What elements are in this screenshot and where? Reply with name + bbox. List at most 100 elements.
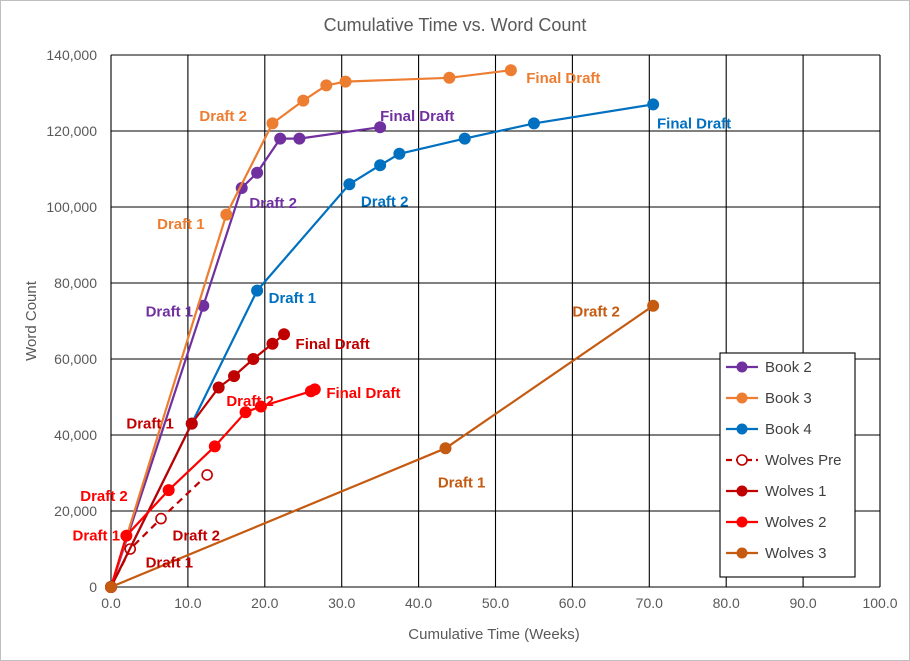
- x-axis-title: Cumulative Time (Weeks): [408, 626, 579, 643]
- series-wolves-3: [105, 299, 660, 593]
- data-point: [647, 299, 660, 312]
- annotation-label: Final Draft: [326, 385, 400, 402]
- data-point: [374, 121, 387, 134]
- legend-marker: [736, 547, 748, 559]
- data-point: [120, 529, 133, 542]
- annotation-label: Draft 1: [146, 304, 194, 321]
- data-point: [155, 512, 167, 525]
- data-point: [251, 284, 264, 297]
- data-point: [527, 117, 540, 130]
- x-tick-label: 40.0: [405, 595, 432, 611]
- x-tick-label: 100.0: [862, 595, 897, 611]
- x-tick-labels: 0.0 10.0 20.0 30.0 40.0 50.0 60.0 70.0 80.0 90.0 1…: [101, 595, 897, 611]
- series-book-4: [105, 98, 660, 593]
- annotation-label: Draft 2: [361, 193, 409, 210]
- x-tick-label: 90.0: [789, 595, 816, 611]
- annotation-label: Draft 2: [226, 393, 274, 410]
- data-point: [266, 337, 279, 350]
- data-point: [105, 581, 117, 593]
- x-tick-label: 10.0: [174, 595, 201, 611]
- data-point: [247, 353, 260, 365]
- data-point: [320, 79, 333, 92]
- data-point: [228, 370, 241, 383]
- legend-item: Wolves 1: [726, 483, 826, 500]
- data-point: [647, 98, 660, 111]
- chart-title: Cumulative Time vs. Word Count: [324, 15, 587, 35]
- data-point: [201, 469, 213, 481]
- series-layer: [105, 64, 660, 593]
- legend-item: Book 2: [726, 359, 812, 376]
- legend-label: Book 4: [765, 421, 812, 438]
- legend-item: Book 3: [726, 390, 812, 407]
- annotation-label: Draft 2: [249, 195, 297, 212]
- data-point: [185, 417, 198, 430]
- data-point: [212, 381, 225, 394]
- legend-marker: [736, 361, 748, 373]
- annotation-label: Draft 2: [199, 108, 247, 125]
- series-line: [110, 474, 208, 588]
- y-axis-title: Word Count: [23, 280, 40, 361]
- data-point: [274, 132, 287, 145]
- y-tick-label: 140,000: [46, 47, 97, 63]
- x-tick-label: 80.0: [713, 595, 740, 611]
- data-point: [439, 442, 452, 455]
- data-point: [266, 117, 279, 130]
- data-point: [251, 166, 264, 179]
- annotation-label: Draft 1: [146, 554, 194, 571]
- y-tick-label: 20,000: [54, 503, 97, 519]
- x-tick-label: 50.0: [482, 595, 509, 611]
- legend-label: Book 2: [765, 359, 812, 376]
- annotation-label: Final Draft: [296, 336, 370, 353]
- data-point: [374, 159, 387, 172]
- legend-label: Book 3: [765, 390, 812, 407]
- y-tick-label: 80,000: [54, 275, 97, 291]
- data-point: [293, 132, 306, 145]
- data-point: [297, 94, 310, 107]
- legend-marker: [736, 454, 748, 466]
- series-line: [110, 333, 285, 588]
- y-tick-label: 0: [89, 579, 97, 595]
- legend-label: Wolves 2: [765, 514, 826, 531]
- data-point: [343, 178, 356, 191]
- legend: Book 2 Book 3 Book 4 Wolves Pre Wolves 1 Wolv…: [719, 352, 856, 578]
- x-tick-label: 60.0: [559, 595, 586, 611]
- annotation-label: Draft 2: [80, 488, 128, 505]
- y-tick-label: 100,000: [46, 199, 97, 215]
- series-line: [110, 103, 654, 588]
- y-tick-label: 60,000: [54, 351, 97, 367]
- legend-item: Wolves Pre: [726, 452, 841, 469]
- x-tick-label: 70.0: [636, 595, 663, 611]
- legend-marker: [736, 485, 748, 497]
- data-point: [162, 484, 175, 497]
- x-tick-label: 20.0: [251, 595, 278, 611]
- data-point: [278, 328, 291, 341]
- y-tick-label: 120,000: [46, 123, 97, 139]
- annotation-label: Final Draft: [526, 70, 600, 87]
- data-point: [339, 75, 352, 88]
- legend-marker: [736, 423, 748, 435]
- legend-marker: [736, 392, 748, 404]
- x-tick-label: 30.0: [328, 595, 355, 611]
- annotation-label: Final Draft: [380, 108, 454, 125]
- annotation-label: Draft 2: [572, 304, 620, 321]
- series-book-3: [105, 64, 517, 593]
- data-point: [208, 440, 221, 453]
- data-point: [504, 64, 517, 77]
- annotation-label: Draft 1: [157, 216, 205, 233]
- data-point: [443, 71, 456, 84]
- y-tick-label: 40,000: [54, 427, 97, 443]
- annotation-label: Draft 1: [73, 528, 121, 545]
- annotation-label: Draft 2: [173, 528, 221, 545]
- annotation-label: Draft 1: [438, 475, 486, 492]
- annotation-label: Final Draft: [657, 115, 731, 132]
- legend-marker: [736, 516, 748, 528]
- legend-label: Wolves Pre: [765, 452, 841, 469]
- legend-item: Wolves 2: [726, 514, 826, 531]
- data-point: [393, 147, 406, 160]
- y-tick-labels: 0 20,000 40,000 60,000 80,000 100,000 120,000 1…: [46, 47, 97, 595]
- annotation-label: Draft 1: [269, 290, 317, 307]
- legend-item: Wolves 3: [726, 545, 826, 562]
- x-tick-label: 0.0: [101, 595, 121, 611]
- data-point: [239, 406, 252, 419]
